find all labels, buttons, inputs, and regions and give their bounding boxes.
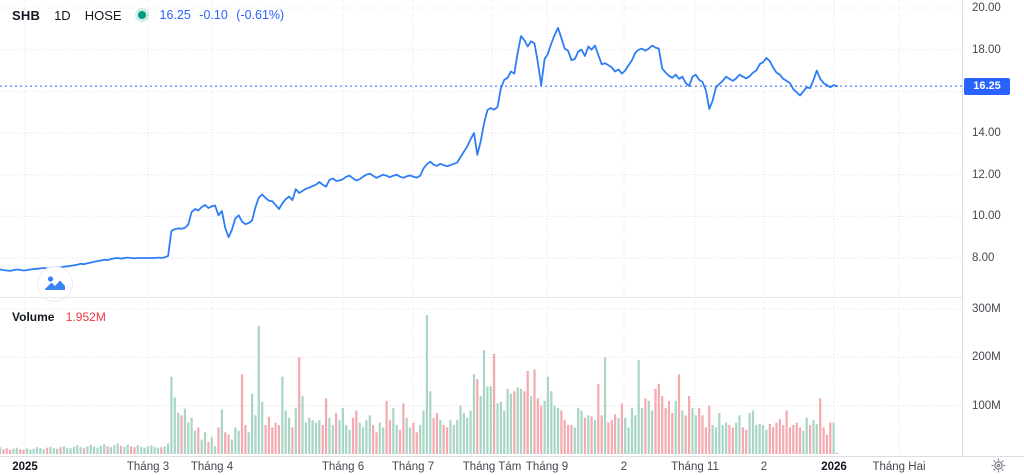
time-tick-label: 2026 — [821, 461, 847, 473]
time-tick-label: 2 — [620, 461, 628, 473]
volume-tick-label: 300M — [972, 303, 1001, 315]
market-open-dot-icon — [137, 11, 146, 19]
symbol-legend[interactable]: SHB 1D HOSE 16.25 -0.10 (-0.61%) — [12, 6, 289, 24]
price-tick-label: 10.00 — [972, 210, 1001, 223]
price-tick-label: 12.00 — [972, 168, 1001, 181]
quote-change-pct: (-0.61%) — [236, 8, 285, 22]
time-tick-label: Tháng 9 — [525, 461, 569, 473]
volume-legend: Volume 1.952M — [12, 310, 106, 324]
time-tick-label: Tháng 4 — [190, 461, 234, 473]
volume-value: 1.952M — [65, 310, 106, 324]
price-tick-label: 18.00 — [972, 43, 1001, 56]
volume-bars — [0, 315, 839, 454]
volume-label: Volume — [12, 310, 55, 324]
axis-settings-button[interactable] — [988, 457, 1008, 474]
quote-change: -0.10 — [199, 8, 228, 22]
pane-separator[interactable] — [0, 297, 962, 298]
broker-logo-watermark — [37, 266, 73, 302]
price-line — [0, 26, 838, 272]
time-tick-label: 2025 — [12, 461, 38, 473]
symbol-name[interactable]: SHB — [12, 7, 41, 23]
quote-last: 16.25 — [159, 8, 191, 22]
price-tick-label: 8.00 — [972, 251, 995, 264]
time-tick-label: Tháng 11 — [671, 461, 719, 473]
volume-tick-label: 200M — [972, 351, 1001, 364]
mountain-logo-icon — [45, 276, 65, 290]
time-tick-label: 2 — [760, 461, 768, 473]
quote-text: 16.25 -0.10 (-0.61%) — [160, 8, 290, 22]
last-price-badge: 16.25 — [964, 77, 1010, 95]
time-tick-label: Tháng 3 — [126, 461, 170, 473]
interval-label[interactable]: 1D — [54, 7, 71, 23]
time-tick-label: Tháng Hai — [872, 461, 926, 473]
exchange-label: HOSE — [84, 7, 122, 23]
time-tick-label: Tháng 6 — [321, 461, 365, 473]
time-tick-label: Tháng Tám — [462, 461, 522, 473]
price-tick-label: 20.00 — [972, 2, 1001, 14]
volume-tick-label: 100M — [972, 399, 1001, 412]
time-axis[interactable]: 2025 Tháng 3 Tháng 4 Tháng 6 Tháng 7 Tháng Tá… — [0, 456, 1024, 475]
time-tick-label: Tháng 7 — [391, 461, 435, 473]
gear-icon — [991, 458, 1005, 473]
gridlines — [0, 0, 962, 455]
volume-axis[interactable]: 300M 200M 100M — [962, 297, 1024, 456]
price-tick-label: 14.00 — [972, 126, 1001, 139]
